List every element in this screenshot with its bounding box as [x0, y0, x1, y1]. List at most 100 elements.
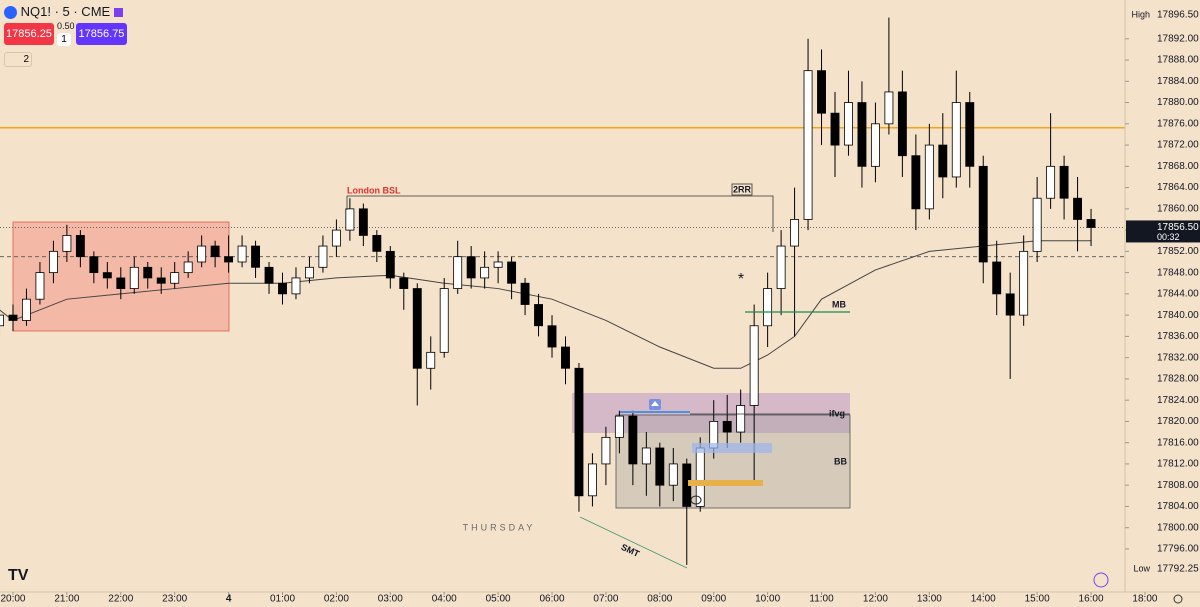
y-tick-label: 17860.00: [1157, 203, 1199, 214]
annotation: 2RR: [733, 184, 752, 194]
candle-body: [668, 463, 678, 486]
candle-body: [345, 208, 355, 231]
candle-body: [358, 208, 368, 236]
candle-body: [291, 277, 301, 295]
symbol[interactable]: NQ1! · 5 · CME: [20, 4, 111, 19]
candle-body: [574, 367, 584, 497]
candle-body: [1046, 165, 1056, 199]
y-tick-label: 17796.00: [1157, 544, 1199, 555]
last-price-box: [1126, 220, 1200, 243]
x-tick-label: 23:00: [162, 594, 187, 605]
annotation: BB: [834, 456, 847, 466]
candle-body: [507, 261, 517, 284]
flag-icon[interactable]: [113, 8, 123, 18]
y-tick-label: 17888.00: [1157, 55, 1199, 66]
plot: [0, 17, 1125, 565]
y-tick-label: 17816.00: [1157, 437, 1199, 448]
x-tick-label: 15:00: [1025, 594, 1050, 605]
x-tick-label: 16:00: [1079, 594, 1104, 605]
x-tick-label: 13:00: [917, 594, 942, 605]
candle-body: [924, 144, 934, 210]
candle-body: [561, 346, 570, 369]
candle-body: [143, 266, 153, 279]
y-tick-label: 17872.00: [1157, 140, 1199, 151]
candle-body: [102, 272, 112, 279]
y-tick-label: 17880.00: [1157, 97, 1199, 108]
y-tick-label: 17800.00: [1157, 522, 1199, 533]
y-tick-label: 17820.00: [1157, 416, 1199, 427]
y-tick-label: 17804.00: [1157, 501, 1199, 512]
quantity[interactable]: 1: [57, 33, 71, 46]
x-tick-label: 02:00: [324, 594, 349, 605]
candle-body: [372, 235, 382, 252]
candle-body: [857, 102, 867, 167]
annotation: *: [738, 271, 744, 288]
candle-body: [749, 325, 759, 406]
candle-body: [776, 245, 786, 289]
candle-body: [210, 245, 220, 258]
candle-body: [938, 144, 948, 178]
candle-body: [1005, 293, 1015, 316]
candle-body: [601, 436, 611, 465]
candle-body: [911, 155, 921, 210]
x-tick-label: 07:00: [593, 594, 618, 605]
logo[interactable]: TV: [8, 567, 29, 584]
x-tick-label: 10:00: [755, 594, 780, 605]
smt-line: [579, 516, 688, 569]
candle-body: [318, 245, 328, 268]
y-tick-label: 17828.00: [1157, 374, 1199, 385]
x-tick-label: 01:00: [270, 594, 295, 605]
candle-body: [237, 245, 247, 263]
candle-body: [1073, 197, 1083, 220]
symbol-icon: [4, 6, 17, 20]
arrow-glyph: [651, 401, 659, 406]
candle-body: [89, 256, 99, 274]
y-tick-label: 17848.00: [1157, 267, 1199, 278]
candle-body: [466, 256, 476, 279]
candle-body: [534, 304, 543, 327]
marker-value: 17896.50: [1157, 10, 1199, 21]
y-tick-label: 17868.00: [1157, 161, 1199, 172]
candle-body: [884, 91, 894, 125]
candle-body: [251, 245, 260, 268]
y-tick-label: 17808.00: [1157, 480, 1199, 491]
alert-icon[interactable]: [1093, 572, 1109, 588]
y-tick-label: 17864.00: [1157, 182, 1199, 193]
bsl-line: [346, 195, 774, 232]
candle-body: [156, 277, 166, 284]
candle-body: [480, 266, 490, 279]
x-tick-label: 06:00: [540, 594, 565, 605]
candle-body: [412, 288, 422, 369]
candle-body: [951, 102, 961, 178]
candle-body: [8, 314, 18, 321]
last-price: 17856.50: [1157, 222, 1199, 233]
candle-body: [628, 415, 638, 465]
marker-label: Low: [1133, 563, 1150, 573]
x-tick-label: 03:00: [378, 594, 403, 605]
x-tick-label: 21:00: [54, 594, 79, 605]
y-tick-label: 17844.00: [1157, 289, 1199, 300]
candle-body: [183, 261, 193, 274]
x-tick-label: 09:00: [701, 594, 726, 605]
indicator-toggle[interactable]: 2: [4, 52, 32, 67]
candle-body: [736, 405, 746, 433]
candle-body: [1019, 250, 1029, 316]
candle-body: [170, 272, 180, 284]
candle-body: [62, 235, 72, 252]
sell-button[interactable]: 17856.25: [4, 23, 54, 45]
y-tick-label: 17840.00: [1157, 310, 1199, 321]
blue-zone: [692, 443, 772, 453]
candle-body: [197, 245, 207, 263]
candle-body: [48, 250, 58, 274]
y-tick-label: 17836.00: [1157, 331, 1199, 342]
candle-body: [830, 112, 840, 146]
candle-body: [520, 282, 530, 305]
settings-icon[interactable]: [1173, 594, 1183, 604]
candle-body: [426, 351, 436, 369]
candle-body: [1059, 165, 1069, 199]
buy-button[interactable]: 17856.75: [76, 23, 127, 45]
marker-box: [1153, 561, 1199, 576]
candle-body: [803, 70, 813, 220]
y-tick-label: 17876.00: [1157, 118, 1199, 129]
candle-body: [0, 314, 4, 327]
